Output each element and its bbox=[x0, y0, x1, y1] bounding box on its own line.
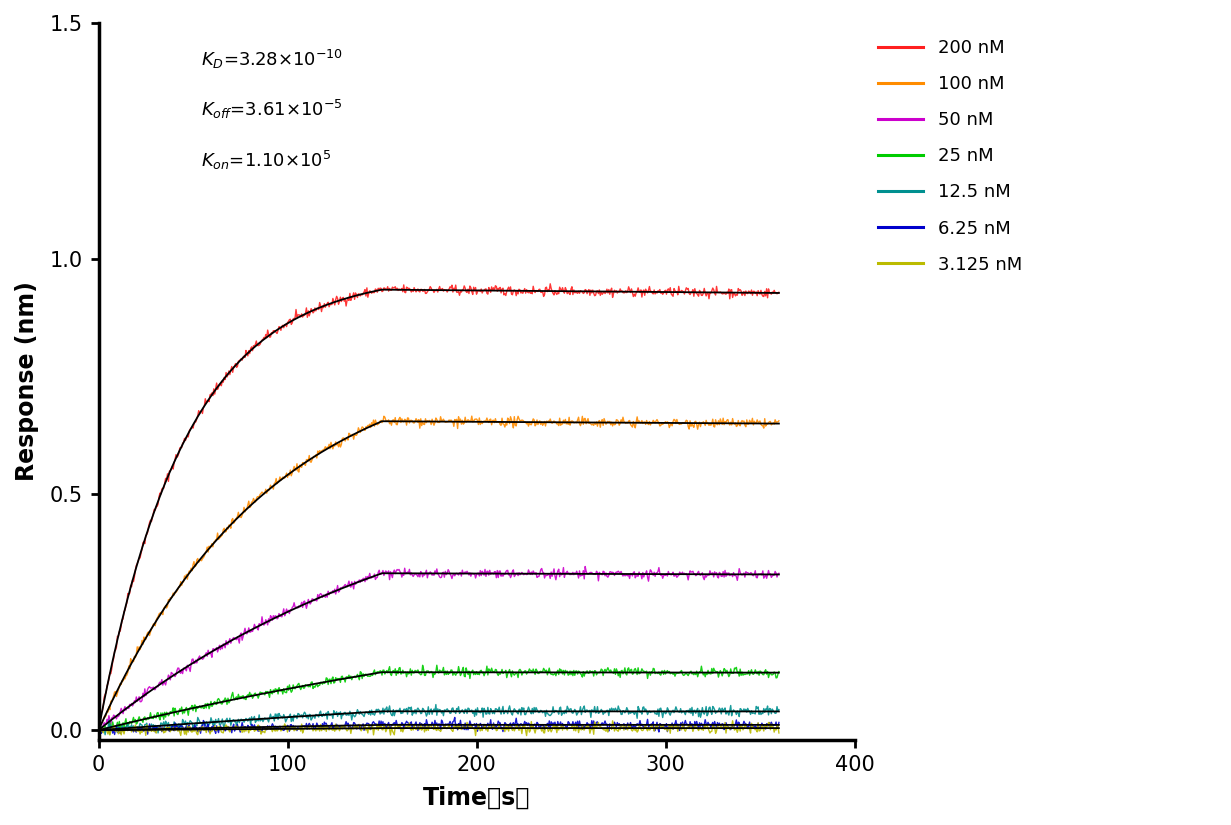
Y-axis label: Response (nm): Response (nm) bbox=[15, 281, 39, 481]
Text: $K_{off}$=3.61×10$^{-5}$: $K_{off}$=3.61×10$^{-5}$ bbox=[201, 98, 342, 121]
Text: $K_D$=3.28×10$^{-10}$: $K_D$=3.28×10$^{-10}$ bbox=[201, 48, 342, 71]
X-axis label: Time（s）: Time（s） bbox=[422, 786, 531, 810]
Text: $K_{on}$=1.10×10$^5$: $K_{on}$=1.10×10$^5$ bbox=[201, 148, 331, 172]
Legend: 200 nM, 100 nM, 50 nM, 25 nM, 12.5 nM, 6.25 nM, 3.125 nM: 200 nM, 100 nM, 50 nM, 25 nM, 12.5 nM, 6… bbox=[872, 32, 1029, 281]
